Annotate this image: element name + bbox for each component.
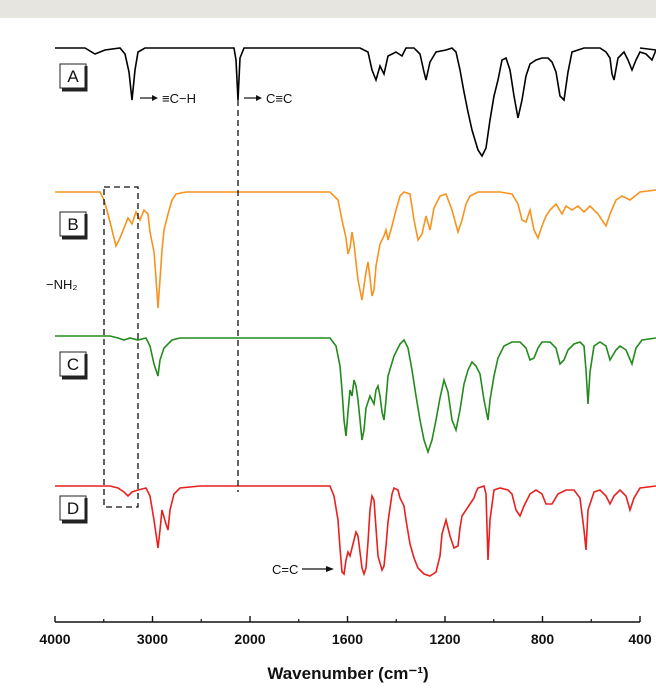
series-label-C: C [67, 355, 79, 374]
label-box-D: D [60, 496, 86, 522]
series-label-A: A [67, 67, 79, 86]
annotation-alkyne-cc: C≡C [244, 91, 292, 106]
annotation-amine-text: −NH₂ [46, 277, 77, 292]
x-tick-label: 2000 [234, 631, 265, 647]
annotation-alkene: C=C [272, 562, 334, 577]
x-tick-label: 800 [531, 631, 555, 647]
label-box-B: B [60, 212, 86, 238]
x-axis-title: Wavenumber (cm⁻¹) [267, 664, 428, 683]
spectrum-D [55, 486, 656, 576]
label-box-C: C [60, 352, 86, 378]
x-tick-label: 3000 [137, 631, 168, 647]
annotation-alkene-text: C=C [272, 562, 298, 577]
series-label-D: D [67, 499, 79, 518]
annotation-alkyne-ch-text: ≡C−H [162, 91, 196, 106]
x-tick-label: 1200 [429, 631, 460, 647]
x-axis-ticks: 4000 3000 2000 1600 1200 800 400 [39, 616, 651, 647]
annotation-alkyne-ch: ≡C−H [140, 91, 196, 106]
x-tick-label: 4000 [39, 631, 70, 647]
annotation-alkyne-cc-text: C≡C [266, 91, 292, 106]
spectrum-B [55, 190, 656, 308]
series-label-B: B [67, 215, 78, 234]
spectrum-C [55, 336, 656, 452]
x-tick-label: 400 [628, 631, 652, 647]
x-tick-label: 1600 [332, 631, 363, 647]
label-box-A: A [60, 64, 86, 90]
spectrum-A [55, 48, 656, 156]
